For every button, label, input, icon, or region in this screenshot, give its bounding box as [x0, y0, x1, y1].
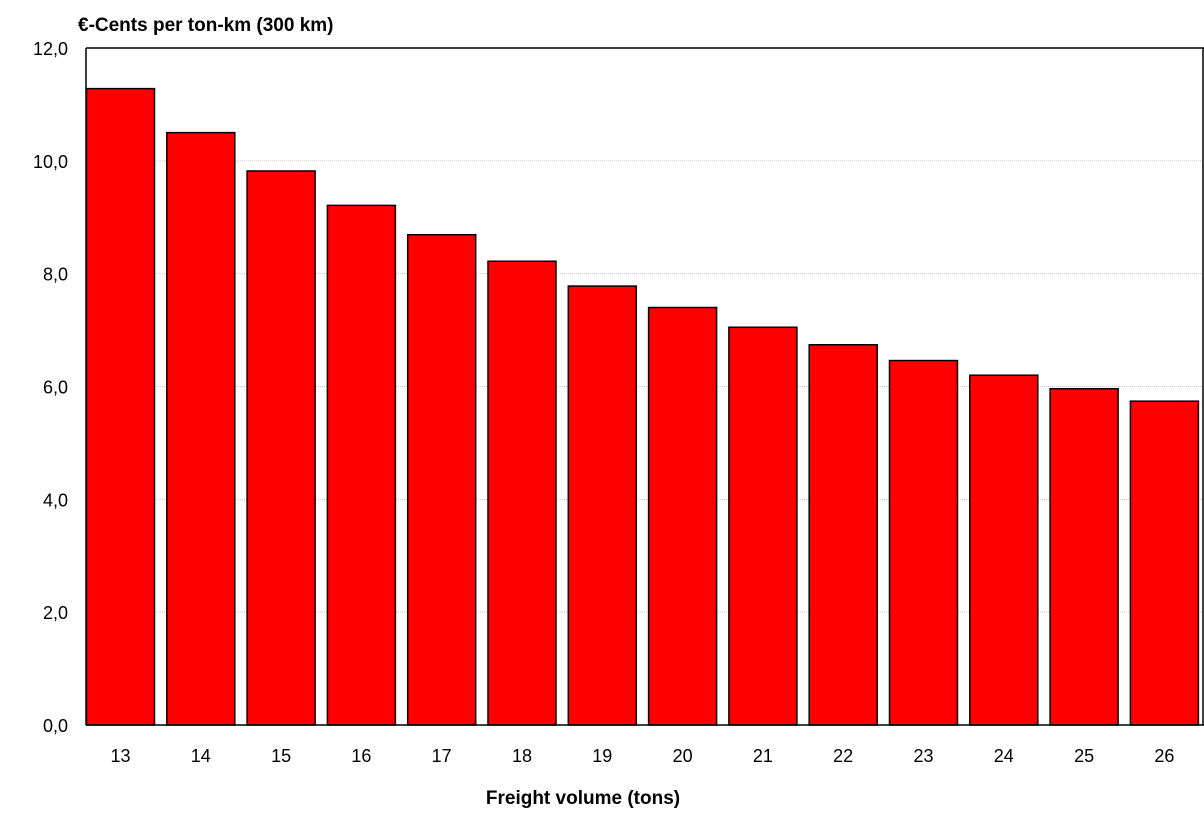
bar: [406, 233, 477, 726]
y-tick-label: 4,0: [43, 490, 68, 510]
x-tick-label: 19: [592, 746, 612, 766]
x-tick-label: 18: [512, 746, 532, 766]
y-tick-label: 8,0: [43, 265, 68, 285]
bar: [728, 326, 798, 726]
y-tick-label: 6,0: [43, 378, 68, 398]
x-tick-label: 23: [913, 746, 933, 766]
axes: [85, 47, 1204, 726]
x-tick-label: 26: [1154, 746, 1174, 766]
x-tick-label: 13: [110, 746, 130, 766]
x-tick-label: 17: [432, 746, 452, 766]
bar: [647, 306, 718, 726]
y-tick-label: 12,0: [33, 39, 68, 59]
bar: [1129, 400, 1200, 726]
bar: [969, 374, 1039, 726]
x-tick-label: 15: [271, 746, 291, 766]
bar: [808, 344, 878, 726]
x-tick-label: 14: [191, 746, 211, 766]
bar: [85, 87, 156, 726]
bar: [166, 131, 236, 726]
bars: [85, 87, 1200, 726]
x-tick-labels: 13 14 15 16 17 18 19 20 21 22 23 24 25 26: [110, 746, 1174, 766]
y-tick-label: 0,0: [43, 716, 68, 736]
y-tick-label: 2,0: [43, 603, 68, 623]
x-tick-label: 20: [673, 746, 693, 766]
x-tick-label: 21: [753, 746, 773, 766]
y-tick-label: 10,0: [33, 152, 68, 172]
bar: [246, 170, 316, 726]
x-tick-label: 22: [833, 746, 853, 766]
x-tick-label: 25: [1074, 746, 1094, 766]
bar: [567, 285, 638, 726]
x-tick-label: 16: [351, 746, 371, 766]
bar: [1049, 388, 1119, 726]
x-tick-label: 24: [994, 746, 1014, 766]
y-tick-labels: 0,0 2,0 4,0 6,0 8,0 10,0 12,0: [33, 39, 68, 736]
y-axis-title: €-Cents per ton-km (300 km): [78, 15, 334, 36]
bar: [888, 359, 959, 726]
bar: [487, 260, 557, 726]
bar: [326, 204, 397, 726]
x-axis-title: Freight volume (tons): [486, 788, 680, 809]
